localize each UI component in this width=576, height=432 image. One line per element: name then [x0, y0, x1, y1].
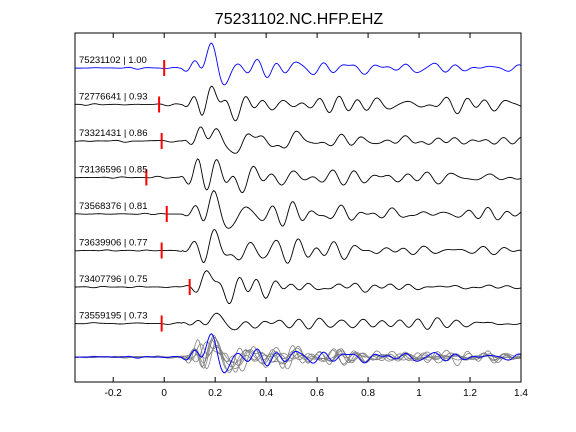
pick-markers	[145, 60, 191, 332]
trace-label-3: 73321431 | 0.86	[79, 128, 148, 139]
trace-label-6: 73639906 | 0.77	[79, 238, 148, 249]
trace-line-4	[74, 158, 522, 194]
trace-label-1: 75231102 | 1.00	[79, 55, 147, 66]
x-tick-label-3: 0.4	[259, 388, 273, 399]
x-tick-label-5: 0.8	[361, 388, 375, 399]
trace-label-7: 73407796 | 0.75	[79, 274, 148, 285]
x-tick-label-2: 0.2	[208, 388, 222, 399]
trace-group	[74, 42, 522, 331]
trace-line-8	[75, 312, 522, 331]
trace-label-2: 72776641 | 0.93	[79, 92, 148, 103]
chart-title: 75231102.NC.HFP.EHZ	[215, 11, 384, 28]
x-axis: -0.2 0 0.2 0.4 0.6 0.8 1 1.2 1.4	[105, 33, 528, 399]
trace-label-5: 73568376 | 0.81	[79, 201, 148, 212]
stacked-traces	[74, 333, 522, 374]
x-tick-label-7: 1.2	[463, 388, 477, 399]
trace-line-3	[74, 126, 522, 154]
x-tick-label-0: -0.2	[105, 388, 123, 399]
plot-frame	[74, 32, 522, 383]
trace-label-8: 73559195 | 0.73	[79, 311, 148, 322]
trace-line-6	[74, 229, 522, 264]
trace-labels: 75231102 | 1.00 72776641 | 0.93 73321431 |…	[79, 55, 148, 322]
x-tick-label-8: 1.4	[514, 388, 528, 399]
x-tick-label-1: 0	[161, 388, 167, 399]
trace-label-4: 73136596 | 0.85	[79, 165, 148, 176]
trace-line-7	[74, 270, 522, 305]
x-tick-label-6: 1	[416, 388, 422, 399]
trace-line-1	[74, 42, 522, 86]
x-tick-label-4: 0.6	[310, 388, 324, 399]
trace-line-5	[74, 190, 522, 229]
stack-reference-trace	[74, 333, 522, 374]
trace-line-2	[74, 85, 522, 122]
